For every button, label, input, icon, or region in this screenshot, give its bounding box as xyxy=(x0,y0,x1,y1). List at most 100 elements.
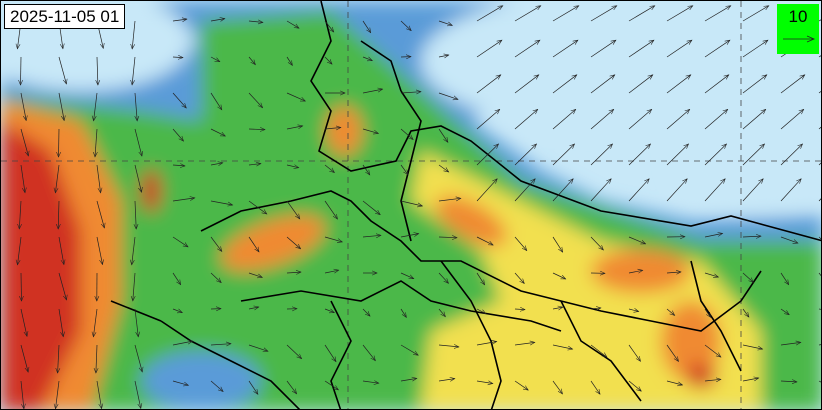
wind-arrow xyxy=(780,109,804,130)
wind-arrow xyxy=(362,308,370,316)
wind-arrow xyxy=(742,308,749,317)
wind-arrow xyxy=(97,56,98,85)
wind-arrow xyxy=(400,20,411,31)
wind-arrow xyxy=(666,308,675,315)
wind-arrow xyxy=(590,75,615,94)
wind-arrow xyxy=(552,344,573,349)
wind-arrow xyxy=(95,128,97,157)
wind-arrow xyxy=(704,344,721,357)
wind-arrow xyxy=(438,128,448,142)
wind-arrow xyxy=(704,233,723,238)
wind-arrow xyxy=(590,109,614,130)
wind-arrow xyxy=(286,56,292,65)
wind-arrow xyxy=(400,272,414,280)
wind-arrow xyxy=(780,75,805,94)
wind-arrow xyxy=(628,380,641,391)
wind-arrow xyxy=(210,272,221,283)
wind-arrow xyxy=(286,126,303,130)
wind-arrow xyxy=(96,236,103,265)
wind-arrow xyxy=(438,379,455,381)
wind-arrow xyxy=(248,236,259,252)
wind-arrow xyxy=(172,309,182,313)
wind-arrow xyxy=(666,6,693,22)
wind-arrow xyxy=(18,236,22,265)
wind-arrow xyxy=(742,40,768,58)
wind-arrow xyxy=(780,272,789,285)
wind-arrow xyxy=(666,380,683,385)
wind-arrow xyxy=(58,92,64,121)
state-boundaries xyxy=(110,1,821,409)
wind-arrow xyxy=(286,236,301,249)
wind-arrow xyxy=(400,378,417,381)
wind-arrow xyxy=(438,272,449,283)
wind-arrow xyxy=(20,344,28,372)
timestamp-label: 2025-11-05 01 xyxy=(4,4,126,29)
wind-arrow xyxy=(400,344,418,355)
wind-arrow xyxy=(704,379,721,381)
wind-arrow xyxy=(400,234,419,238)
wind-arrow xyxy=(210,163,223,165)
wind-arrow xyxy=(628,179,649,202)
wind-arrow xyxy=(210,56,220,62)
wind-arrow xyxy=(590,236,603,250)
wind-arrow xyxy=(666,179,687,202)
wind-arrow xyxy=(21,272,22,301)
wind-arrow xyxy=(362,344,375,361)
wind-arrow xyxy=(20,164,25,193)
wind-arrow xyxy=(286,165,299,168)
wind-arrow xyxy=(514,236,527,251)
wind-arrow xyxy=(324,236,342,242)
wind-arrow xyxy=(362,57,372,61)
wind-arrow xyxy=(210,236,222,251)
wind-arrow xyxy=(780,342,801,345)
wind-arrow xyxy=(135,200,136,229)
vector-scale-value: 10 xyxy=(788,7,808,26)
wind-arrow xyxy=(248,307,259,309)
wind-arrow xyxy=(135,92,137,121)
wind-arrow xyxy=(248,21,263,22)
wind-arrow xyxy=(172,236,188,247)
wind-arrow xyxy=(19,200,21,229)
wind-arrow xyxy=(514,179,535,202)
wind-arrow xyxy=(210,19,225,21)
wind-arrow xyxy=(476,75,501,94)
wind-arrow xyxy=(514,380,528,390)
wind-arrow xyxy=(134,344,142,372)
wind-arrow xyxy=(21,56,22,85)
wind-arrow xyxy=(742,236,761,237)
wind-arrow xyxy=(286,344,302,359)
wind-arrow xyxy=(56,380,60,409)
wind-arrow xyxy=(780,381,797,382)
wind-arrow xyxy=(514,309,525,310)
wind-arrow xyxy=(172,198,195,202)
wind-arrow xyxy=(132,20,136,49)
wind-arrow xyxy=(514,144,537,166)
wind-arrow xyxy=(590,308,601,309)
wind-arrow xyxy=(514,6,541,22)
wind-arrow xyxy=(134,164,142,192)
wind-arrow xyxy=(628,75,653,94)
wind-arrow xyxy=(132,56,136,85)
wind-arrow xyxy=(704,308,711,317)
wind-arrow xyxy=(780,308,789,315)
wind-arrow xyxy=(58,272,67,300)
wind-arrow xyxy=(818,272,821,277)
wind-arrow xyxy=(172,57,183,58)
wind-arrow xyxy=(476,342,497,346)
wind-arrow xyxy=(552,179,573,202)
wind-arrow xyxy=(552,6,579,22)
wind-arrow xyxy=(286,92,305,102)
wind-arrow xyxy=(172,380,188,385)
wind-arrow xyxy=(362,381,379,383)
wind-arrow xyxy=(742,109,766,130)
wind-arrow xyxy=(20,92,26,121)
wind-arrow xyxy=(514,109,538,130)
wind-arrow xyxy=(666,75,691,94)
wind-arrow xyxy=(628,344,641,361)
wind-arrow xyxy=(248,380,258,394)
wind-arrow xyxy=(704,272,718,277)
wind-arrow xyxy=(134,380,141,408)
wind-arrow xyxy=(666,109,690,130)
